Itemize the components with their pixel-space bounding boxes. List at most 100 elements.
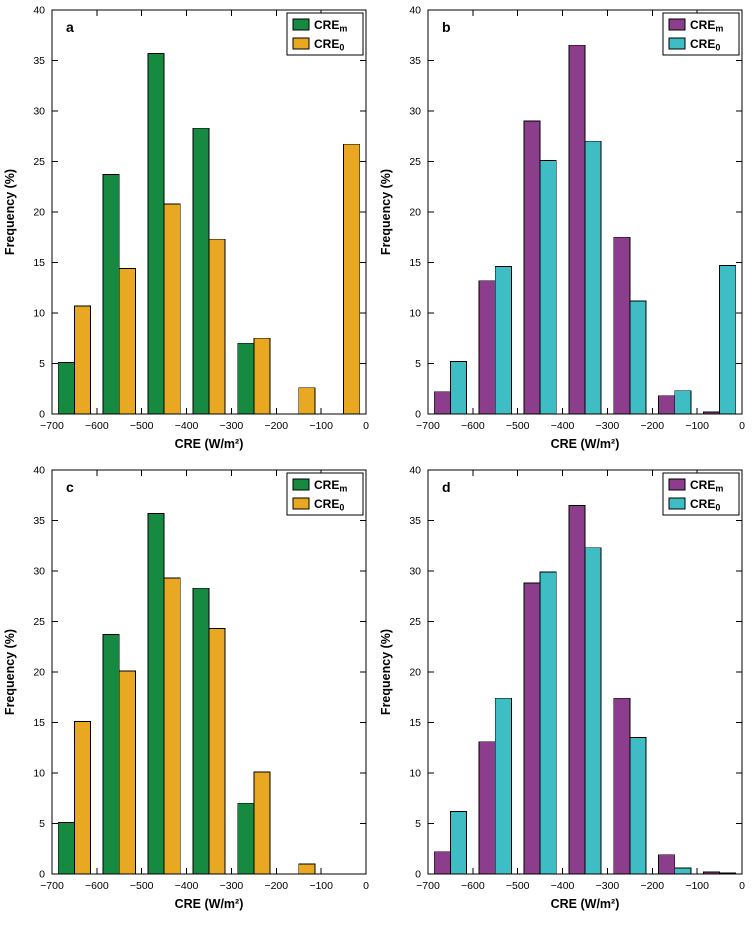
bar-CRE_m: [192, 127, 210, 415]
y-tick-label: 10: [409, 768, 421, 780]
x-axis-label: CRE (W/m²): [175, 437, 244, 451]
y-tick-label: 30: [33, 106, 45, 118]
bar-CRE_m: [523, 120, 541, 415]
bar-CRE_0: [208, 238, 226, 415]
bar-CRE_0: [74, 305, 91, 415]
x-tick-label: 0: [363, 420, 369, 432]
x-axis-label: CRE (W/m²): [175, 897, 244, 911]
y-tick-label: 30: [409, 566, 421, 578]
x-tick-label: −100: [309, 420, 333, 432]
legend-swatch-CRE_m: [668, 18, 686, 31]
x-tick-label: −500: [506, 880, 530, 892]
y-tick-label: 5: [415, 358, 421, 370]
x-tick-label: −500: [130, 880, 154, 892]
y-tick-label: 40: [33, 465, 45, 477]
bar-CRE_0: [629, 300, 647, 415]
x-axis-label: CRE (W/m²): [551, 437, 620, 451]
y-axis-label: Frequency (%): [3, 169, 17, 255]
legend-swatch-CRE_0: [668, 37, 686, 50]
x-tick-label: −200: [640, 880, 664, 892]
bar-CRE_0: [719, 265, 737, 415]
y-tick-label: 15: [33, 257, 45, 269]
bar-CRE_m: [658, 395, 676, 415]
y-tick-label: 0: [415, 409, 421, 421]
bar-CRE_m: [102, 634, 120, 875]
panel-c: −700 −600 −500 −400 −300 −200 −100 0 0 5 10 15 20 25 3…: [0, 460, 376, 920]
x-tick-label: −700: [416, 880, 440, 892]
x-tick-label: −400: [175, 880, 199, 892]
y-tick-label: 30: [409, 106, 421, 118]
x-tick-label: −600: [461, 880, 485, 892]
bar-CRE_m: [523, 582, 541, 875]
y-tick-label: 25: [409, 156, 421, 168]
panel-letter: d: [442, 479, 451, 495]
x-tick-label: −700: [416, 420, 440, 432]
legend-label-CRE_m: CREm: [690, 478, 723, 494]
legend-label-CRE_0: CRE0: [314, 37, 344, 53]
x-tick-label: −300: [220, 420, 244, 432]
bar-CRE_0: [118, 268, 136, 415]
x-tick-label: −500: [130, 420, 154, 432]
chart-a: −700 −600 −500 −400 −300 −200 −100 0 0 5 10 15 20 25 3…: [3, 5, 369, 452]
y-axis-label: Frequency (%): [379, 169, 393, 255]
x-tick-label: −100: [685, 880, 709, 892]
bar-CRE_m: [57, 362, 75, 415]
bar-CRE_0: [539, 160, 557, 415]
bar-CRE_0: [539, 571, 557, 875]
x-tick-label: −700: [40, 420, 64, 432]
bar-CRE_m: [237, 802, 255, 875]
bar-CRE_m: [147, 513, 165, 875]
bar-CRE_m: [147, 53, 165, 415]
panel-letter: b: [442, 19, 451, 35]
panel-b: −700 −600 −500 −400 −300 −200 −100 0 0 5 10 15 20 25 3…: [376, 0, 752, 460]
x-tick-label: −400: [551, 880, 575, 892]
y-tick-label: 35: [409, 515, 421, 527]
x-tick-label: −600: [85, 420, 109, 432]
y-tick-label: 5: [415, 818, 421, 830]
bar-CRE_0: [253, 771, 271, 875]
bar-CRE_m: [613, 697, 631, 875]
bar-CRE_0: [298, 387, 316, 415]
bar-CRE_0: [74, 721, 91, 875]
bar-CRE_0: [584, 547, 602, 875]
x-tick-label: −700: [40, 880, 64, 892]
chart-b: −700 −600 −500 −400 −300 −200 −100 0 0 5 10 15 20 25 3…: [379, 5, 745, 452]
y-tick-label: 25: [33, 156, 45, 168]
x-tick-label: −200: [264, 880, 288, 892]
panel-d: −700 −600 −500 −400 −300 −200 −100 0 0 5 10 15 20 25 3…: [376, 460, 752, 920]
x-tick-label: −500: [506, 420, 530, 432]
bar-CRE_m: [568, 44, 586, 415]
x-tick-label: −400: [175, 420, 199, 432]
bar-CRE_m: [568, 504, 586, 875]
y-tick-label: 5: [39, 358, 45, 370]
y-tick-label: 0: [39, 409, 45, 421]
y-tick-label: 0: [39, 869, 45, 881]
y-tick-label: 35: [33, 55, 45, 67]
panel-letter: c: [66, 479, 74, 495]
bar-CRE_0: [163, 203, 181, 415]
legend-label-CRE_0: CRE0: [690, 37, 720, 53]
y-tick-label: 15: [409, 717, 421, 729]
bar-CRE_m: [237, 342, 255, 415]
y-tick-label: 35: [33, 515, 45, 527]
y-tick-label: 10: [33, 768, 45, 780]
bar-CRE_m: [192, 587, 210, 875]
x-tick-label: −300: [596, 880, 620, 892]
bar-CRE_0: [674, 390, 692, 415]
y-tick-label: 15: [409, 257, 421, 269]
legend-swatch-CRE_m: [668, 478, 686, 491]
bar-CRE_m: [433, 851, 451, 875]
chart-d: −700 −600 −500 −400 −300 −200 −100 0 0 5 10 15 20 25 3…: [379, 465, 745, 912]
y-tick-label: 15: [33, 717, 45, 729]
legend-swatch-CRE_0: [668, 497, 686, 510]
bar-CRE_0: [494, 697, 512, 875]
y-tick-label: 10: [33, 308, 45, 320]
y-tick-label: 40: [409, 465, 421, 477]
x-tick-label: −400: [551, 420, 575, 432]
chart-c: −700 −600 −500 −400 −300 −200 −100 0 0 5 10 15 20 25 3…: [3, 465, 369, 912]
x-tick-label: −600: [85, 880, 109, 892]
bar-CRE_0: [450, 361, 467, 415]
x-tick-label: −300: [596, 420, 620, 432]
bar-CRE_m: [478, 280, 496, 415]
